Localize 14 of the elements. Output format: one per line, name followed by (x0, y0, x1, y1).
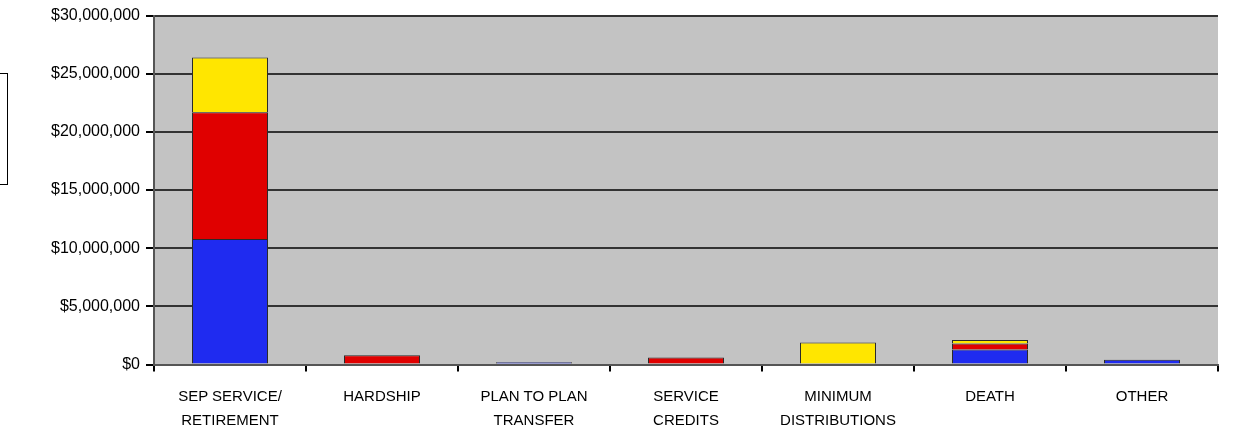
y-tick-label: $10,000,000 (51, 238, 141, 256)
x-tick-label: PLAN TO PLAN TRANSFER (480, 387, 588, 428)
x-tick-label: SEP SERVICE/ RETIREMENT (178, 387, 283, 428)
x-tick-label: SERVICE CREDITS (653, 387, 719, 428)
y-tick-label: $5,000,000 (59, 296, 141, 314)
y-tick-label: $25,000,000 (51, 64, 141, 82)
y-tick-label: $20,000,000 (51, 122, 141, 140)
x-tick-label: DEATH (965, 387, 1015, 405)
y-tick-label: $30,000,000 (51, 6, 141, 24)
x-tick-label: OTHER (1115, 387, 1169, 405)
y-tick-label: $0 (122, 354, 141, 372)
x-tick-label: MINIMUM DISTRIBUTIONS (780, 387, 896, 428)
x-tick-label: HARDSHIP (343, 387, 421, 405)
y-tick-label: $15,000,000 (51, 180, 141, 198)
